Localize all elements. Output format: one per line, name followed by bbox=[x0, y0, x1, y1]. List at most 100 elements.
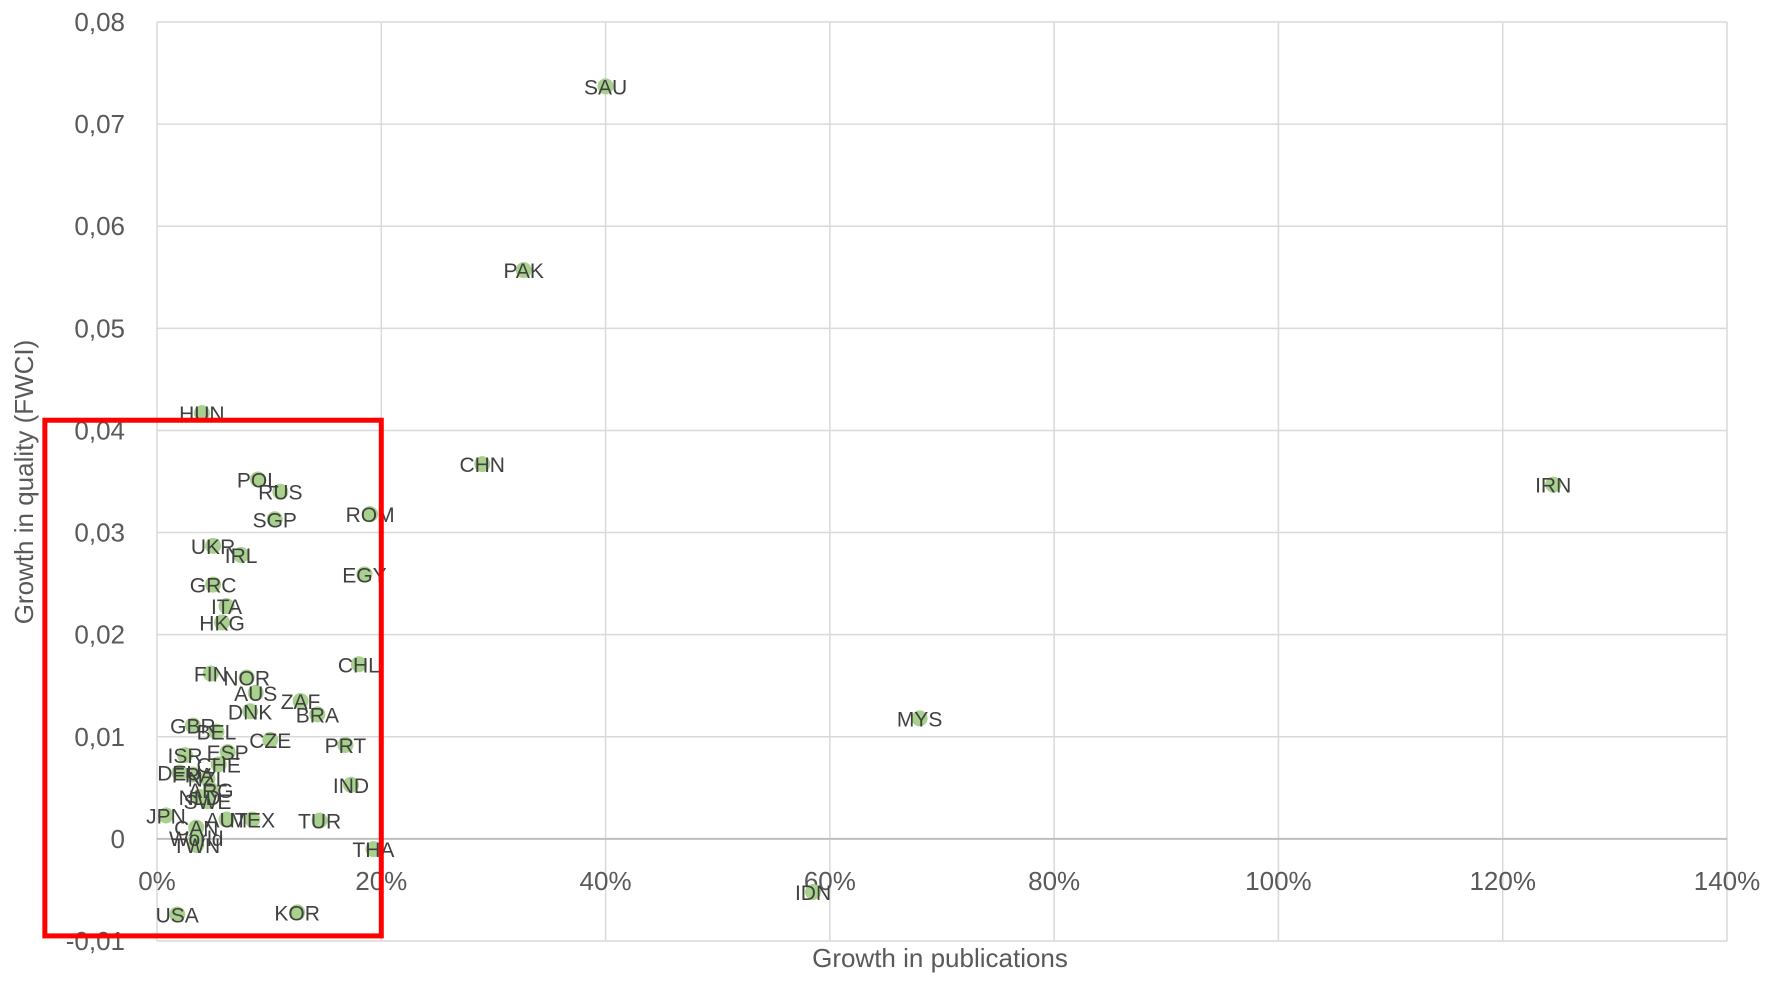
scatter-point bbox=[311, 812, 328, 829]
x-tick-label: 100% bbox=[1245, 866, 1312, 896]
scatter-point bbox=[343, 776, 360, 793]
point-label: SWE bbox=[184, 791, 232, 814]
point-label: CHL bbox=[338, 654, 380, 677]
point-label: CZE bbox=[249, 730, 291, 753]
scatter-point bbox=[205, 537, 222, 554]
point-label: TUR bbox=[298, 811, 341, 834]
scatter-point bbox=[218, 811, 235, 828]
scatter-point bbox=[184, 717, 201, 734]
x-tick-label: 40% bbox=[580, 866, 632, 896]
point-label: EGY bbox=[342, 564, 386, 587]
point-label: DNK bbox=[228, 701, 272, 724]
point-label: ISR bbox=[168, 745, 203, 768]
point-label: RUS bbox=[258, 482, 302, 505]
y-tick-label: 0,05 bbox=[74, 313, 125, 343]
point-label: DEU bbox=[157, 763, 201, 786]
scatter-point bbox=[238, 669, 255, 686]
scatter-point bbox=[1545, 476, 1562, 493]
scatter-point bbox=[188, 837, 205, 854]
point-label: IND bbox=[333, 775, 369, 798]
point-label: FRA bbox=[172, 765, 214, 788]
data-points bbox=[157, 78, 1562, 923]
scatter-point bbox=[184, 766, 201, 783]
scatter-point bbox=[309, 706, 326, 723]
scatter-point bbox=[219, 744, 236, 761]
y-tick-label: 0,02 bbox=[74, 620, 125, 650]
point-label: ITA bbox=[211, 596, 242, 619]
point-label: CAN bbox=[174, 818, 218, 841]
y-tick-label: 0 bbox=[111, 824, 125, 854]
point-label: IDN bbox=[795, 882, 831, 905]
point-label: THA bbox=[352, 839, 394, 862]
y-tick-label: 0,06 bbox=[74, 211, 125, 241]
scatter-point bbox=[289, 904, 306, 921]
scatter-point bbox=[171, 764, 188, 781]
scatter-point bbox=[247, 684, 264, 701]
point-label: MYS bbox=[897, 708, 943, 731]
scatter-point bbox=[805, 883, 822, 900]
point-label: NOR bbox=[223, 668, 270, 691]
point-label: GRC bbox=[190, 575, 237, 598]
y-tick-label: 0,08 bbox=[74, 7, 125, 37]
point-label: POL bbox=[237, 469, 279, 492]
scatter-point bbox=[208, 723, 225, 740]
scatter-point bbox=[597, 78, 614, 95]
scatter-point bbox=[202, 665, 219, 682]
point-label: MEX bbox=[230, 809, 276, 832]
point-label: FIN bbox=[194, 663, 228, 686]
point-label: KOR bbox=[274, 902, 320, 925]
scatter-point bbox=[350, 656, 367, 673]
x-axis-title: Growth in publications bbox=[812, 943, 1068, 973]
point-label: IRN bbox=[1535, 475, 1571, 498]
scatter-point bbox=[272, 483, 289, 500]
point-label: NZL bbox=[188, 769, 228, 792]
point-label: ESP bbox=[207, 742, 249, 765]
y-axis-title: Growth in quality (FWCI) bbox=[9, 340, 39, 625]
scatter-point bbox=[205, 576, 222, 593]
scatter-point bbox=[365, 841, 382, 858]
point-label: BRA bbox=[296, 704, 339, 727]
scatter-point bbox=[244, 811, 261, 828]
point-label: AUT bbox=[206, 809, 248, 832]
x-tick-label: 120% bbox=[1469, 866, 1536, 896]
point-label: NLD bbox=[179, 787, 221, 810]
scatter-point bbox=[474, 456, 491, 473]
point-label: GBR bbox=[170, 716, 216, 739]
point-label: ARG bbox=[188, 780, 234, 803]
point-label: SGP bbox=[253, 509, 297, 532]
point-label: TWN bbox=[172, 835, 220, 858]
point-label: CHN bbox=[459, 454, 505, 477]
y-tick-label: 0,03 bbox=[74, 518, 125, 548]
highlight-rectangle bbox=[42, 417, 384, 939]
point-label: SAU bbox=[584, 76, 627, 99]
scatter-point bbox=[169, 906, 186, 923]
scatter-point bbox=[210, 756, 227, 773]
scatter-point bbox=[515, 262, 532, 279]
scatter-point bbox=[356, 566, 373, 583]
x-tick-label: 80% bbox=[1028, 866, 1080, 896]
point-label: PRT bbox=[325, 735, 367, 758]
scatter-point bbox=[199, 793, 216, 810]
scatter-point bbox=[266, 511, 283, 528]
y-tick-label: 0,01 bbox=[74, 722, 125, 752]
y-tick-label: 0,07 bbox=[74, 109, 125, 139]
scatter-point bbox=[193, 405, 210, 422]
point-label: IRL bbox=[225, 545, 258, 568]
scatter-point bbox=[362, 506, 379, 523]
scatter-point bbox=[249, 471, 266, 488]
scatter-point bbox=[292, 693, 309, 710]
point-label: BEL bbox=[197, 722, 237, 745]
y-tick-label: -0,01 bbox=[66, 926, 125, 956]
scatter-point bbox=[214, 614, 231, 631]
x-tick-label: 140% bbox=[1694, 866, 1761, 896]
point-label: CHE bbox=[197, 754, 241, 777]
point-label: World bbox=[169, 828, 223, 851]
scatter-point bbox=[177, 747, 194, 764]
scatter-point bbox=[218, 598, 235, 615]
point-label: JPN bbox=[146, 805, 186, 828]
scatter-point bbox=[911, 710, 928, 727]
point-label: AUS bbox=[234, 683, 277, 706]
